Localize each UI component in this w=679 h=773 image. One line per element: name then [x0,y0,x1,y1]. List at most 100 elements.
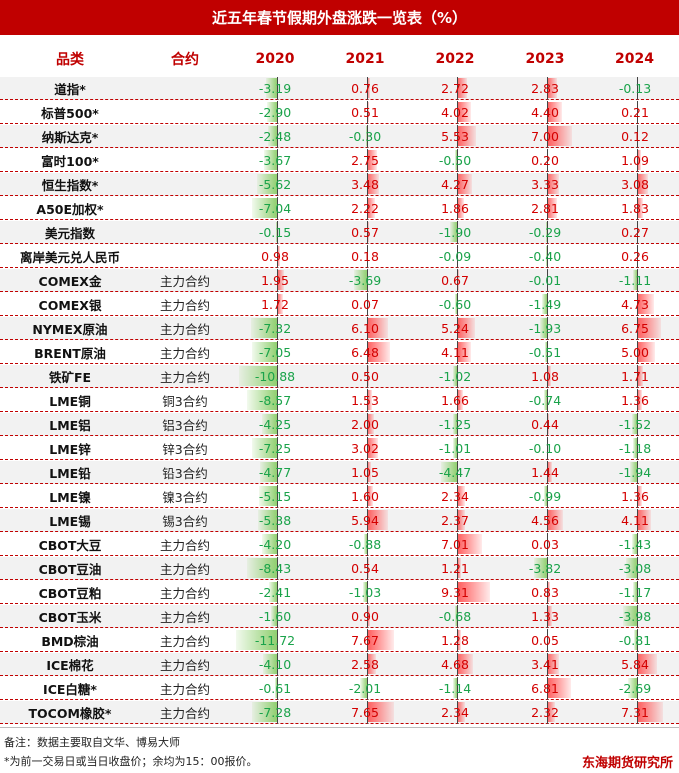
value-label: -8.57 [230,389,320,412]
value-cell-2021: 5.94 [320,509,410,532]
value-cell-2020: 1.95 [230,269,320,292]
row-contract [140,125,230,148]
footer: 备注：数据主要取自文华、博易大师 *为前一交易日或当日收盘价；余均为15：00报… [0,727,679,773]
value-label: 3.08 [590,173,679,196]
row-contract: 主力合约 [140,293,230,316]
value-cell-2020: -5.62 [230,173,320,196]
value-cell-2023: 4.56 [500,509,590,532]
value-label: 7.67 [320,629,410,652]
value-label: -1.49 [500,293,590,316]
row-category-name: ICE白糖* [0,677,140,700]
value-cell-2021: 0.54 [320,557,410,580]
value-cell-2021: 1.60 [320,485,410,508]
value-label: 1.53 [320,389,410,412]
row-contract: 主力合约 [140,557,230,580]
value-label: 0.27 [590,221,679,244]
value-label: -4.47 [410,461,500,484]
value-label: -1.14 [410,677,500,700]
value-label: 4.40 [500,101,590,124]
source-organization: 东海期货研究所 [582,752,673,771]
row-category-name: 美元指数 [0,221,140,244]
value-cell-2021: -3.69 [320,269,410,292]
value-label: -10.88 [230,365,320,388]
row-contract: 锌3合约 [140,437,230,460]
value-label: 1.08 [500,365,590,388]
row-contract: 主力合约 [140,701,230,724]
value-label: -0.15 [230,221,320,244]
value-cell-2021: 0.51 [320,101,410,124]
row-contract: 主力合约 [140,341,230,364]
value-cell-2024: 6.75 [590,317,679,340]
value-label: 7.01 [410,533,500,556]
value-cell-2021: 0.76 [320,77,410,100]
value-label: -2.69 [590,677,679,700]
value-label: -0.13 [590,77,679,100]
value-label: 4.73 [590,293,679,316]
value-cell-2020: -4.20 [230,533,320,556]
row-contract [140,245,230,268]
value-label: -0.09 [410,245,500,268]
value-cell-2022: -1.90 [410,221,500,244]
value-label: -4.20 [230,533,320,556]
row-category-name: CBOT豆粕 [0,581,140,604]
value-cell-2022: 4.02 [410,101,500,124]
value-cell-2020: -0.15 [230,221,320,244]
value-label: 3.48 [320,173,410,196]
value-label: -7.25 [230,437,320,460]
value-label: -5.62 [230,173,320,196]
chart-title: 近五年春节假期外盘涨跌一览表（%） [0,0,679,35]
value-label: 0.44 [500,413,590,436]
value-label: 1.33 [500,605,590,628]
value-label: 6.75 [590,317,679,340]
value-label: -7.32 [230,317,320,340]
value-label: -3.98 [590,605,679,628]
value-cell-2024: -1.18 [590,437,679,460]
row-contract: 铅3合约 [140,461,230,484]
value-label: 2.34 [410,485,500,508]
value-cell-2022: 2.34 [410,485,500,508]
value-label: 2.00 [320,413,410,436]
value-label: -0.88 [320,533,410,556]
row-contract [140,221,230,244]
value-label: 1.21 [410,557,500,580]
row-contract: 主力合约 [140,653,230,676]
header-year-2020: 2020 [230,44,320,74]
value-cell-2020: -7.04 [230,197,320,220]
value-cell-2023: 0.20 [500,149,590,172]
value-cell-2021: 0.90 [320,605,410,628]
value-label: -0.29 [500,221,590,244]
value-cell-2024: -1.94 [590,461,679,484]
value-cell-2021: -1.03 [320,581,410,604]
value-label: 0.05 [500,629,590,652]
value-label: 1.86 [410,197,500,220]
value-cell-2022: -0.50 [410,149,500,172]
value-cell-2020: -3.19 [230,77,320,100]
value-label: 2.58 [320,653,410,676]
value-label: 7.00 [500,125,590,148]
value-cell-2021: 3.02 [320,437,410,460]
value-label: 2.32 [500,701,590,724]
row-category-name: LME锡 [0,509,140,532]
value-cell-2020: -2.41 [230,581,320,604]
header-year-2024: 2024 [590,44,679,74]
row-contract [140,77,230,100]
value-cell-2022: -0.60 [410,293,500,316]
value-cell-2024: -1.52 [590,413,679,436]
value-cell-2024: 5.84 [590,653,679,676]
value-cell-2023: 0.44 [500,413,590,436]
row-contract [140,197,230,220]
row-category-name: 离岸美元兑人民币 [0,245,140,268]
row-category-name: CBOT豆油 [0,557,140,580]
value-label: -1.94 [590,461,679,484]
value-label: 0.83 [500,581,590,604]
value-label: 4.02 [410,101,500,124]
value-label: -1.03 [320,581,410,604]
value-cell-2023: 0.83 [500,581,590,604]
